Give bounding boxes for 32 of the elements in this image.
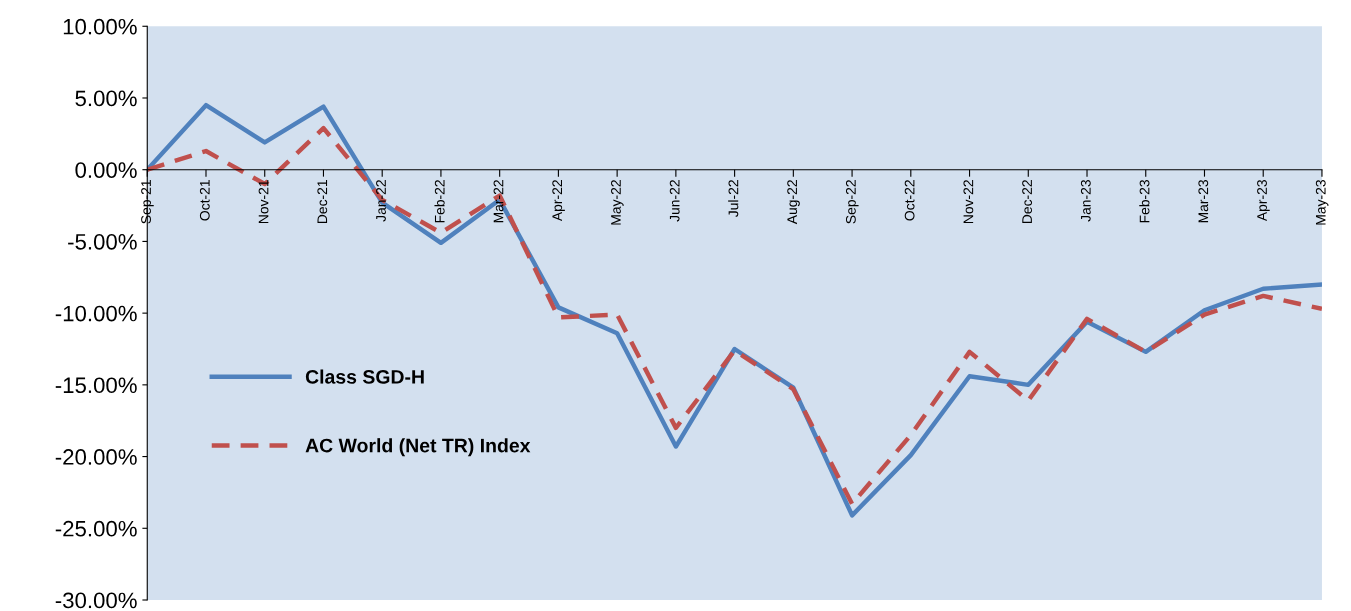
x-tick-label: Dec-22	[1022, 180, 1033, 224]
x-tick-label: Oct-22	[904, 180, 915, 221]
x-tick-label: Apr-22	[552, 180, 565, 222]
y-tick-label: -30.00%	[55, 592, 137, 609]
legend-label: Class SGD-H	[305, 369, 424, 384]
x-tick-label: Jun-22	[669, 180, 680, 222]
x-tick-label: Sep-21	[141, 180, 154, 224]
y-tick-label: -10.00%	[55, 305, 137, 322]
x-tick-label: Apr-23	[1257, 180, 1270, 222]
y-tick-label: -20.00%	[55, 449, 137, 465]
x-tick-label: Aug-22	[787, 180, 800, 225]
x-tick-label: Nov-21	[258, 180, 269, 224]
y-tick-label: -25.00%	[55, 520, 137, 537]
x-tick-label: May-23	[1315, 180, 1329, 225]
y-tick-label: -15.00%	[55, 377, 137, 394]
x-tick-label: May-22	[611, 180, 624, 225]
y-tick-label: 0.00%	[75, 162, 137, 178]
x-tick-label: Feb-22	[434, 180, 445, 223]
x-tick-label: Mar-22	[493, 180, 504, 223]
x-tick-label: Jul-22	[728, 180, 739, 218]
x-tick-label: Sep-22	[845, 180, 859, 224]
y-tick-label: 5.00%	[75, 90, 137, 107]
x-tick-label: Mar-23	[1198, 180, 1209, 223]
x-tick-label: Jan-22	[376, 180, 386, 222]
x-tick-label: Feb-23	[1139, 180, 1150, 223]
y-tick-label: 10.00%	[63, 18, 137, 35]
x-tick-label: Dec-21	[317, 180, 328, 224]
x-tick-label: Jan-23	[1080, 180, 1091, 222]
y-tick-label: -5.00%	[68, 233, 137, 250]
x-tick-label: Oct-21	[199, 180, 210, 221]
legend-label: AC World (Net TR) Index	[305, 438, 531, 457]
x-tick-label: Nov-22	[963, 180, 974, 224]
